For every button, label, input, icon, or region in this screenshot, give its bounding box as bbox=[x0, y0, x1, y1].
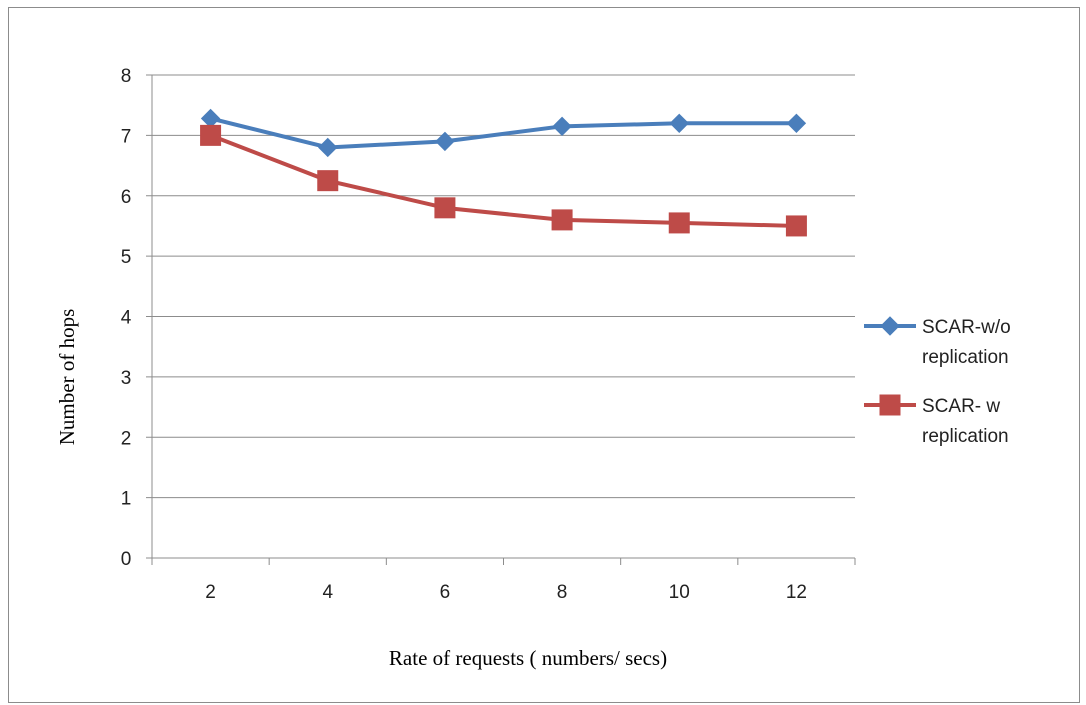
legend-marker bbox=[879, 394, 901, 416]
y-tick-labels: 0 1 2 3 4 5 6 7 8 bbox=[121, 66, 132, 570]
y-tick-label: 3 bbox=[121, 368, 132, 389]
legend-label: SCAR-w/o bbox=[922, 317, 1011, 338]
x-tick-label: 2 bbox=[205, 582, 216, 603]
x-tick-labels: 2 4 6 8 10 12 bbox=[205, 582, 807, 603]
x-tick-label: 10 bbox=[669, 582, 690, 603]
x-tick-label: 12 bbox=[786, 582, 807, 603]
data-point-marker bbox=[435, 131, 455, 152]
legend: SCAR-w/o replication SCAR- w replication bbox=[864, 316, 1011, 447]
x-tick-label: 8 bbox=[557, 582, 568, 603]
series-line bbox=[210, 116, 797, 150]
y-tick-label: 5 bbox=[121, 247, 132, 268]
data-point-marker bbox=[552, 116, 572, 137]
y-tick-label: 4 bbox=[121, 308, 132, 329]
data-point-marker bbox=[318, 137, 338, 158]
x-axis-title: Rate of requests ( numbers/ secs) bbox=[389, 646, 667, 670]
legend-label: replication bbox=[922, 426, 1009, 447]
y-axis-title: Number of hops bbox=[55, 309, 79, 445]
data-point-marker bbox=[668, 212, 690, 234]
series-2 bbox=[200, 124, 807, 237]
data-point-marker bbox=[669, 113, 689, 134]
legend-label: replication bbox=[922, 347, 1009, 368]
legend-label: SCAR- w bbox=[922, 396, 1000, 417]
data-point-marker bbox=[786, 113, 807, 134]
y-tick-label: 7 bbox=[121, 126, 132, 147]
y-tick-label: 6 bbox=[121, 187, 132, 208]
y-tick-label: 1 bbox=[121, 489, 132, 510]
y-tick-label: 2 bbox=[121, 428, 132, 449]
x-tick-label: 4 bbox=[322, 582, 333, 603]
data-point-marker bbox=[317, 170, 339, 192]
data-point-marker bbox=[200, 124, 222, 146]
gridlines bbox=[152, 74, 855, 499]
legend-entry-2: SCAR- w replication bbox=[864, 394, 1009, 447]
y-tick-label: 8 bbox=[121, 66, 132, 87]
data-point-marker bbox=[785, 215, 807, 237]
chart-frame bbox=[8, 7, 1080, 703]
data-point-marker bbox=[551, 209, 573, 231]
axes bbox=[146, 74, 856, 565]
series-1 bbox=[200, 108, 807, 158]
series bbox=[200, 108, 807, 237]
legend-entry-1: SCAR-w/o replication bbox=[864, 316, 1011, 368]
legend-marker bbox=[880, 316, 900, 336]
data-point-marker bbox=[434, 197, 456, 219]
series-line bbox=[209, 133, 797, 228]
x-tick-label: 6 bbox=[440, 582, 451, 603]
y-tick-label: 0 bbox=[121, 549, 132, 570]
data-point-marker bbox=[200, 108, 221, 129]
